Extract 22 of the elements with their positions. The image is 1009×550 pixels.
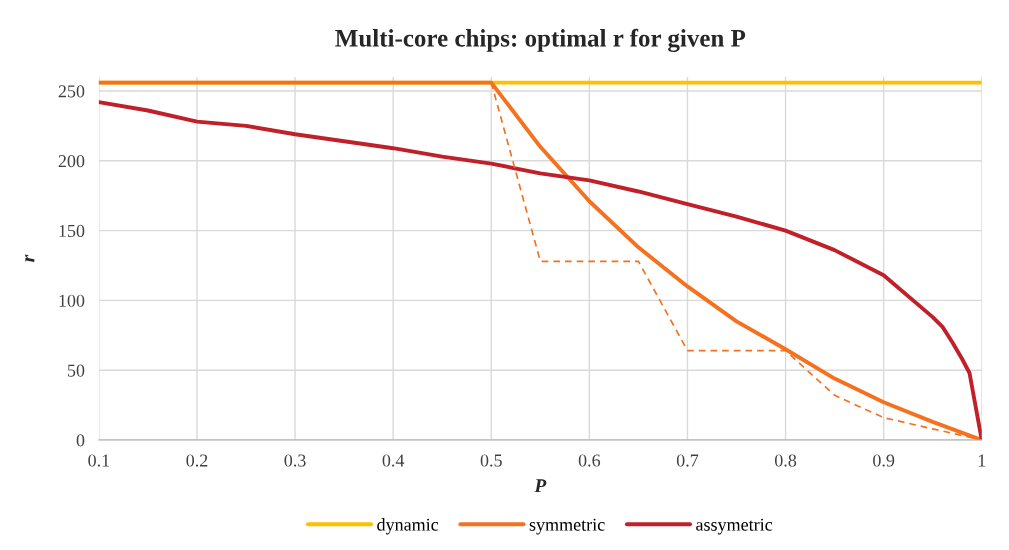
x-tick-label: 0.8 <box>774 454 797 467</box>
y-tick-label: 200 <box>58 155 85 168</box>
y-tick-label: 250 <box>58 85 85 98</box>
y-tick-label: 100 <box>59 294 85 307</box>
y-axis-title: r <box>25 254 35 262</box>
x-tick-label: 0.9 <box>873 454 895 467</box>
x-tick-label: 1 <box>978 454 986 467</box>
x-tick-label: 0.4 <box>382 454 405 467</box>
y-tick-label: 0 <box>76 434 85 447</box>
chart-title: Multi-core chips: optimal r for given P <box>335 28 746 52</box>
x-tick-label: 0.2 <box>186 454 208 467</box>
x-tick-label: 0.5 <box>480 454 502 467</box>
x-tick-label: 0.3 <box>284 454 306 467</box>
x-tick-label: 0.6 <box>578 454 601 467</box>
y-tick-label: 150 <box>59 224 85 238</box>
x-axis-title: P <box>534 479 547 493</box>
x-tick-label: 0.1 <box>88 454 110 467</box>
y-tick-label: 50 <box>67 364 85 377</box>
x-tick-label: 0.7 <box>676 454 699 467</box>
legend-label: assymetric <box>696 518 773 535</box>
legend-label: dynamic <box>377 518 439 535</box>
legend-label: symmetric <box>529 518 605 535</box>
